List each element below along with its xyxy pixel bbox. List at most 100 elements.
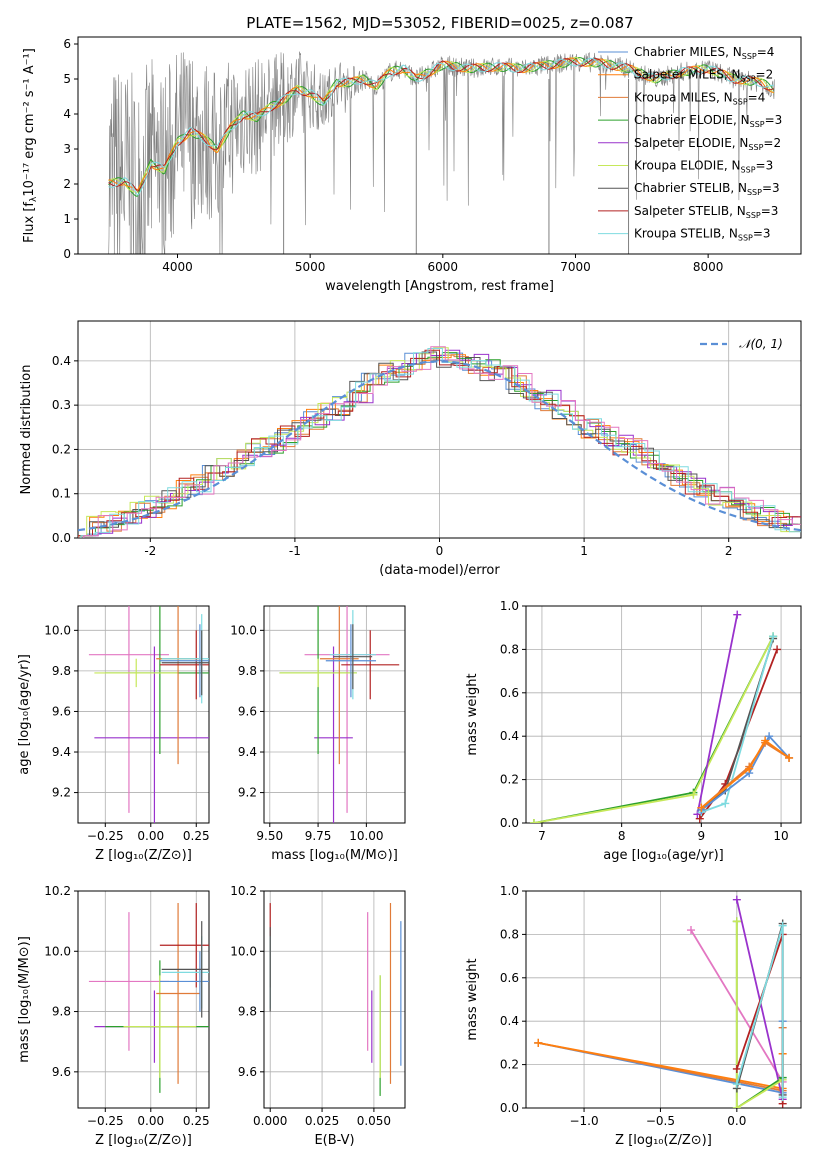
data-point (769, 632, 778, 641)
data-point (732, 1064, 741, 1073)
series-line (699, 649, 778, 820)
x-tick-label: -2 (144, 544, 156, 558)
x-tick-label: 7 (538, 829, 546, 843)
x-tick-label: 10.00 (349, 829, 383, 843)
y-tick-label: 9.4 (238, 745, 257, 759)
mass_vs_ebv-axes: 0.000 0.025 0.050 9.6 9.8 10.0 10.2 E(B-V) (230, 884, 406, 1148)
series-line (700, 734, 790, 811)
legend-entry: Chabrier MILES, NSSP=4 (634, 45, 774, 61)
legend-entry: Kroupa ELODIE, NSSP=3 (634, 159, 773, 175)
mass_vs_Z-plot (88, 903, 209, 1093)
legend-entry: Kroupa STELIB, NSSP=3 (634, 227, 771, 243)
x-tick-label: −0.25 (87, 829, 124, 843)
y-tick-label: 9.6 (238, 1065, 257, 1079)
y-tick-label: 1.0 (500, 599, 519, 613)
y-axis-label: Flux [fλ10⁻¹⁷ erg cm⁻² s⁻¹ A⁻¹] (22, 48, 39, 243)
y-tick-label: 10.0 (230, 623, 257, 637)
mass_weight_vs_age-plot (529, 610, 794, 823)
series-line (735, 921, 784, 1108)
histogram-series (83, 349, 801, 538)
y-tick-label: 10.2 (44, 884, 71, 898)
data-point (761, 736, 770, 745)
y-tick-label: 0.1 (52, 487, 71, 501)
mass_vs_ebv-frame (263, 890, 406, 1109)
y-tick-label: 0.6 (500, 971, 519, 985)
x-tick-label: 0.25 (183, 829, 210, 843)
mass_vs_ebv-plot (269, 903, 402, 1096)
y-tick-label: 0.4 (500, 729, 519, 743)
y-tick-label: 0.2 (52, 442, 71, 456)
y-tick-label: 9.8 (238, 664, 257, 678)
legend-entry: 𝒩(0, 1) (739, 337, 783, 351)
y-tick-label: 10.2 (230, 884, 257, 898)
age_vs_mass-axes: 9.50 9.75 10.00 9.2 9.4 9.6 9.8 10.0 mass [log₁₀… (230, 605, 406, 863)
histogram-series (80, 352, 801, 538)
residuals-axes: -2 -1 0 1 2 0.0 0.1 0.2 0.3 0.4 (data-model)/error… (19, 320, 802, 578)
y-tick-label: 0.2 (500, 1058, 519, 1072)
y-tick-label: 6 (63, 37, 71, 51)
y-axis-label: Normed distribution (19, 365, 34, 495)
series-line (533, 635, 774, 823)
data-point (785, 753, 794, 762)
y-tick-label: 9.8 (238, 1005, 257, 1019)
x-axis-label: mass [log₁₀(M/M⊙)] (271, 848, 398, 863)
data-point (534, 1038, 543, 1047)
x-tick-label: −0.25 (87, 1114, 124, 1128)
data-point (697, 803, 706, 812)
x-axis-label: Z [log₁₀(Z/Z⊙)] (95, 1133, 192, 1148)
x-axis-label: wavelength [Angstrom, rest frame] (325, 279, 554, 294)
y-tick-label: 0.6 (500, 686, 519, 700)
x-tick-label: 2 (725, 544, 733, 558)
y-tick-label: 5 (63, 72, 71, 86)
x-tick-label: -1 (289, 544, 301, 558)
data-point (773, 645, 782, 654)
x-tick-label: 1 (580, 544, 588, 558)
legend-entry: Kroupa MILES, NSSP=4 (634, 90, 765, 106)
y-tick-label: 10.0 (44, 944, 71, 958)
x-tick-label: 0.050 (357, 1114, 391, 1128)
mass_weight_vs_Z-plot (534, 895, 787, 1108)
x-tick-label: 0.00 (137, 829, 164, 843)
y-tick-label: 0.4 (500, 1014, 519, 1028)
model-line (108, 57, 774, 196)
y-tick-label: 9.2 (238, 786, 257, 800)
x-tick-label: 0.00 (137, 1114, 164, 1128)
x-axis-label: (data-model)/error (379, 563, 500, 578)
x-tick-label: 0.025 (305, 1114, 339, 1128)
y-tick-label: 0.2 (500, 773, 519, 787)
x-tick-label: 0.0 (727, 1114, 746, 1128)
x-tick-label: 10 (773, 829, 788, 843)
y-tick-label: 10.0 (230, 944, 257, 958)
x-axis-label: Z [log₁₀(Z/Z⊙)] (95, 848, 192, 863)
model-line (108, 58, 775, 192)
data-point (732, 1104, 741, 1108)
mass_vs_Z-axes: −0.25 0.00 0.25 9.6 9.8 10.0 10.2 Z [log₁₀(Z/Z⊙… (17, 884, 210, 1148)
y-tick-label: 1 (63, 212, 71, 226)
x-tick-label: 0.25 (183, 1114, 210, 1128)
y-tick-label: 0.4 (52, 354, 71, 368)
data-point (529, 819, 538, 823)
age_vs_Z-plot (88, 606, 209, 823)
series-line (700, 739, 790, 809)
histogram-series (78, 352, 796, 537)
x-tick-label: 8000 (693, 260, 724, 274)
mass_vs_Z-frame (77, 890, 210, 1109)
x-tick-label: 9.50 (256, 829, 283, 843)
data-point (745, 764, 754, 773)
y-tick-label: 2 (63, 177, 71, 191)
data-point (778, 921, 787, 930)
y-tick-label: 9.6 (238, 704, 257, 718)
spectrum-legend: Chabrier MILES, NSSP=4 Salpeter MILES, NS… (598, 45, 782, 243)
legend-entry: Salpeter ELODIE, NSSP=2 (634, 136, 781, 152)
data-point (732, 917, 741, 926)
data-point (732, 895, 741, 904)
data-point (687, 926, 695, 935)
mass_weight_vs_age-frame (525, 605, 802, 824)
x-tick-label: 0 (436, 544, 444, 558)
y-tick-label: 0.0 (500, 816, 519, 830)
x-tick-label: −1.0 (569, 1114, 598, 1128)
legend-entry: Chabrier STELIB, NSSP=3 (634, 181, 780, 197)
series-line (701, 636, 774, 813)
residuals-frame (77, 320, 802, 539)
y-axis-label: mass weight (465, 958, 480, 1040)
